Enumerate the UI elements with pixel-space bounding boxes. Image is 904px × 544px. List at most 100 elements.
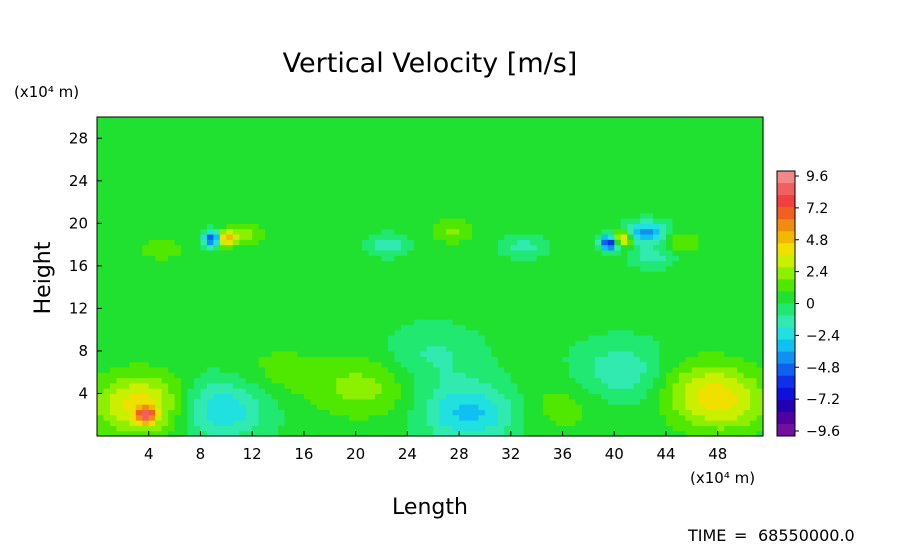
heat-cell [536, 164, 544, 171]
heat-cell [627, 319, 635, 325]
heat-cell [413, 218, 421, 224]
heat-cell [200, 202, 208, 208]
heat-cell [420, 324, 428, 331]
heat-cell [122, 361, 130, 368]
heat-cell [484, 265, 493, 272]
heat-cell [329, 207, 337, 214]
heat-cell [252, 265, 260, 272]
heat-cell [362, 308, 370, 315]
heat-cell [387, 249, 396, 256]
heat-cell [510, 345, 518, 352]
heat-cell [122, 377, 130, 384]
heat-cell [258, 202, 266, 208]
heat-cell [278, 388, 286, 395]
heat-cell [420, 340, 428, 347]
heat-cell [206, 356, 214, 363]
heat-cell [543, 170, 551, 177]
heat-cell [122, 265, 130, 272]
heat-cell [316, 414, 324, 421]
heat-cell [168, 255, 176, 262]
heat-cell [556, 244, 564, 251]
heat-cell [530, 196, 538, 203]
heat-cell [349, 356, 357, 363]
heat-cell [556, 255, 564, 262]
heat-cell [588, 340, 596, 347]
heat-cell [310, 223, 318, 230]
heat-cell [420, 425, 428, 432]
heat-cell [303, 430, 311, 437]
heat-cell [594, 340, 602, 347]
heat-cell [213, 377, 221, 384]
heat-cell [155, 170, 163, 177]
heat-cell [614, 377, 622, 384]
heat-cell [129, 393, 137, 400]
heat-cell [381, 218, 389, 224]
heat-cell [381, 180, 389, 187]
heat-cell [239, 372, 247, 379]
heat-cell [168, 260, 176, 267]
heat-cell [109, 180, 117, 187]
heat-cell [284, 127, 292, 134]
heat-cell [588, 159, 596, 166]
heat-cell [232, 377, 240, 384]
heat-cell [387, 409, 396, 416]
heat-cell [323, 271, 331, 278]
heat-cell [368, 340, 376, 347]
heat-cell [116, 228, 124, 235]
heat-cell [219, 265, 227, 272]
heat-cell [569, 329, 577, 336]
heat-cell [206, 303, 214, 309]
heat-cell [161, 260, 169, 267]
heat-cell [588, 393, 596, 400]
heat-cell [588, 356, 596, 363]
heat-cell [497, 319, 505, 325]
heat-cell [491, 366, 499, 373]
heat-cell [278, 404, 286, 411]
heat-cell [594, 313, 602, 320]
heat-cell [245, 233, 253, 240]
heat-cell [252, 249, 260, 256]
heat-cell [407, 180, 415, 187]
heat-cell [239, 361, 247, 368]
heat-cell [226, 260, 234, 267]
heat-cell [349, 324, 357, 331]
heat-cell [278, 430, 286, 437]
heat-cell [581, 271, 590, 278]
heat-cell [569, 292, 577, 299]
heat-cell [465, 404, 473, 411]
heat-cell [168, 345, 176, 352]
heat-cell [329, 180, 337, 187]
heat-cell [556, 356, 564, 363]
heat-cell [601, 292, 609, 299]
heat-cell [510, 223, 518, 230]
heat-cell [362, 372, 370, 379]
heat-cell [530, 425, 538, 432]
heat-cell [303, 329, 311, 336]
heat-cell [569, 138, 577, 145]
heat-cell [297, 356, 305, 363]
heat-cell [265, 122, 273, 129]
heat-cell [252, 356, 260, 363]
heat-cell [232, 117, 240, 123]
heat-cell [627, 233, 635, 240]
heat-cell [187, 244, 195, 251]
heat-cell [484, 223, 493, 230]
heat-cell [155, 404, 163, 411]
heat-cell [168, 132, 176, 139]
heat-cell [452, 409, 460, 416]
heat-cell [297, 154, 305, 161]
heat-cell [303, 350, 311, 357]
heat-cell [594, 398, 602, 405]
heat-cell [355, 382, 363, 389]
heat-cell [97, 382, 105, 389]
heat-cell [569, 287, 577, 294]
heat-cell [620, 228, 628, 235]
heat-cell [472, 127, 480, 134]
heat-cell [517, 207, 525, 214]
heat-cell [362, 276, 370, 283]
heat-cell [187, 409, 195, 416]
heat-cell [607, 409, 615, 416]
heat-cell [148, 233, 156, 240]
heat-cell [484, 159, 493, 166]
heat-cell [439, 319, 447, 325]
